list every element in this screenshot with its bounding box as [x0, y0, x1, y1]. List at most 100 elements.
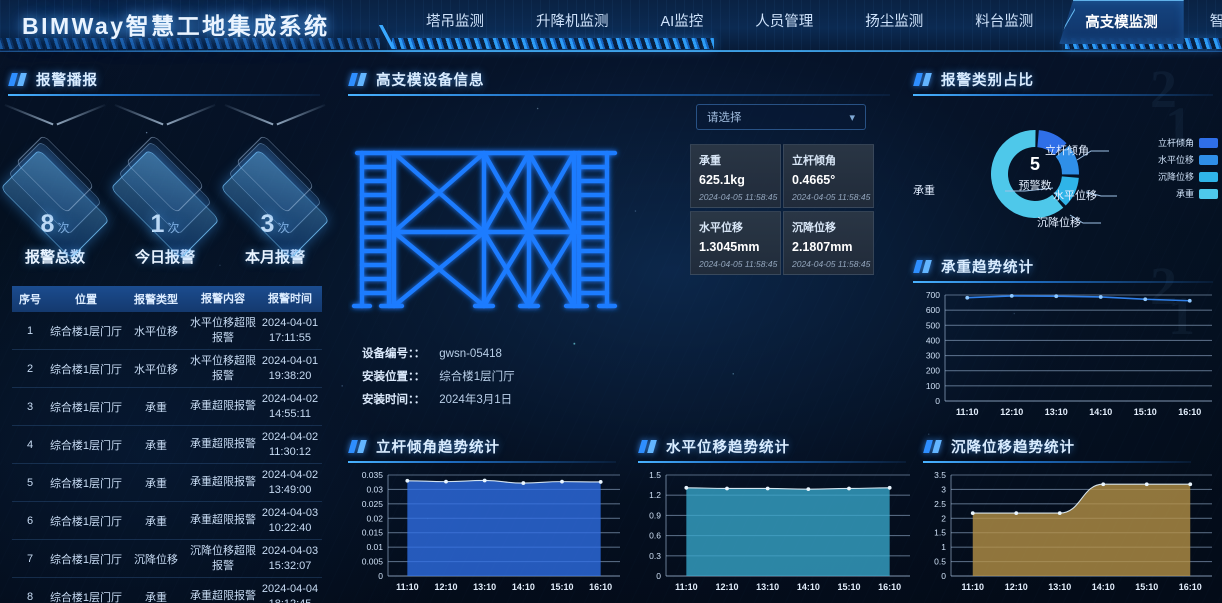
device-meta-row-1: 安装位置：： 综合楼1层门厅 [362, 366, 515, 389]
table-cell: 水平位移 [134, 363, 178, 376]
table-row[interactable]: 8 综合楼1层门厅 承重 承重超限报警 2024-04-0418:12:45 [12, 578, 322, 603]
y-axis-tick-label: 3 [941, 484, 946, 494]
data-point[interactable] [1144, 482, 1149, 487]
data-point[interactable] [1187, 298, 1192, 303]
legend-label: 水平位移 [1157, 155, 1194, 165]
panel-marker-icon [638, 440, 657, 453]
legend-label: 立杆倾角 [1157, 138, 1194, 148]
donut-chart: 承重 立杆倾角 水平位移 沉降位移 5 预警数 立杆倾角 水平位移 沉降位移 承重 [905, 98, 1222, 248]
table-cell: 2024-04-03 10:22:40 [261, 506, 319, 534]
x-axis-tick-label: 12:10 [1000, 407, 1023, 417]
metric-key: 承重 [699, 155, 721, 167]
x-axis-tick-label: 16:10 [1178, 407, 1201, 417]
y-axis-tick-label: 2 [941, 513, 946, 523]
nav-tab-1[interactable]: 升降机监测 [536, 14, 609, 30]
nav-tab-2[interactable]: AI监控 [660, 14, 704, 30]
table-cell: 承重超限报警 [190, 400, 256, 413]
data-point[interactable] [887, 485, 892, 490]
data-point[interactable] [1009, 294, 1014, 298]
data-point[interactable] [1014, 511, 1019, 515]
x-axis-tick-label: 11:10 [956, 407, 979, 417]
data-point[interactable] [560, 479, 564, 484]
data-point[interactable] [598, 480, 603, 484]
data-point[interactable] [725, 486, 729, 491]
y-axis-tick-label: 0 [378, 571, 383, 581]
bearing-trend-panel: 承重趋势统计 0 100 200 300 400 500 600 700 11:10 12:10 1… [905, 255, 1222, 430]
legend-swatch [1199, 154, 1218, 165]
table-body: 1 综合楼1层门厅 水平位移 水平位移超限 报警 2024-04-01 17:11:55 2 综… [12, 312, 322, 603]
data-point[interactable] [1057, 511, 1062, 515]
x-axis-tick-label: 16:10 [589, 582, 612, 592]
alarm-table[interactable]: 序号 位置 报警类型 报警内容 报警时间 1 综合楼1层门厅 水平位移 水平位移超限 报警 202… [12, 286, 322, 603]
y-axis-tick-label: 0 [941, 571, 946, 581]
chart-svg: 0 100 200 300 400 500 600 700 11:10 12:10 13:10 14:… [926, 290, 1212, 417]
table-row[interactable]: 1 综合楼1层门厅 水平位移 水平位移超限 报警 2024-04-01 17:11:55 [12, 312, 322, 350]
data-point[interactable] [806, 487, 811, 492]
table-row[interactable]: 3 综合楼1层门厅 承重 承重超限报警 2024-04-02 14:55:11 [12, 388, 322, 426]
nav-tab-5[interactable]: 料台监测 [975, 14, 1034, 30]
data-point[interactable] [684, 485, 689, 490]
y-axis-tick-label: 0 [935, 396, 940, 406]
table-cell: 2024-04-03 15:32:07 [261, 544, 319, 572]
legend-item-0[interactable]: 立杆倾角 [1158, 134, 1218, 151]
legend-item-3[interactable]: 承重 [1158, 185, 1218, 202]
data-point[interactable] [970, 511, 975, 515]
panel-header: 报警播报 [0, 68, 330, 96]
data-point[interactable] [1143, 297, 1148, 302]
panel-divider [8, 94, 320, 96]
area-fill [407, 480, 601, 576]
y-axis-tick-label: 1.2 [649, 490, 661, 500]
meta-value: 2024年3月1日 [439, 394, 513, 406]
table-cell: 沉降位移 [134, 553, 178, 566]
data-point[interactable] [847, 486, 851, 491]
panel-marker-icon [913, 260, 932, 273]
data-point[interactable] [1098, 295, 1103, 299]
legend-label: 沉降位移 [1157, 172, 1194, 182]
table-cell: 综合楼1层门厅 [49, 553, 123, 566]
data-point[interactable] [482, 478, 487, 483]
table-row[interactable]: 4 综合楼1层门厅 承重 承重超限报警 2024-04-02 11:30:12 [12, 426, 322, 464]
table-cell: 1 [26, 324, 34, 337]
table-cell: 2024-04-02 13:49:00 [261, 468, 319, 496]
y-axis-tick-label: 300 [926, 351, 940, 361]
data-point[interactable] [1188, 482, 1193, 487]
data-point[interactable] [405, 478, 410, 483]
legend-swatch [1199, 171, 1218, 182]
data-point[interactable] [521, 481, 526, 485]
x-axis-tick-label: 14:10 [512, 582, 535, 592]
legend-item-1[interactable]: 水平位移 [1158, 151, 1218, 168]
pole-tilt-trend-panel: 立杆倾角趋势统计 0 0.005 0.01 0.015 0.02 0.025 0.03 0.0… [340, 435, 630, 603]
legend-item-2[interactable]: 沉降位移 [1158, 168, 1218, 185]
nav-tab-6[interactable]: 高支模监测 [1059, 0, 1184, 44]
table-row[interactable]: 7 综合楼1层门厅 沉降位移 沉降位移超限 报警 2024-04-03 15:32:07 [12, 540, 322, 578]
data-point[interactable] [444, 479, 448, 484]
nav-tab-7[interactable]: 智 [1209, 14, 1222, 30]
meta-key: 安装时间：： [362, 394, 426, 406]
y-axis-tick-label: 0.02 [366, 513, 383, 523]
data-point[interactable] [1101, 482, 1106, 487]
x-axis-tick-label: 11:10 [396, 582, 419, 592]
table-row[interactable]: 6 综合楼1层门厅 承重 承重超限报警 2024-04-03 10:22:40 [12, 502, 322, 540]
alarm-category-ratio-panel: 报警类别占比 承重 立杆倾角 水平位移 沉降位移 5 预警数 [905, 68, 1222, 248]
x-axis-tick-label: 16:10 [1179, 582, 1202, 592]
x-axis-tick-label: 14:10 [1092, 582, 1115, 592]
meta-key: 安装位置：： [362, 371, 426, 383]
data-point[interactable] [965, 295, 970, 300]
nav-tab-0[interactable]: 塔吊监测 [426, 14, 484, 30]
table-col-header: 报警内容 [201, 292, 245, 305]
table-cell: 承重超限报警 [190, 590, 256, 603]
nav-tab-3[interactable]: 人员管理 [755, 14, 814, 30]
data-point[interactable] [1054, 294, 1059, 299]
tilt-chart: 0 0.005 0.01 0.015 0.02 0.025 0.03 0.035 11:10 12… [340, 465, 630, 600]
chart-svg: 0 0.005 0.01 0.015 0.02 0.025 0.03 0.035 11:10 12… [362, 470, 620, 592]
table-row[interactable]: 2 综合楼1层门厅 水平位移 水平位移超限 报警 2024-04-01 19:38:20 [12, 350, 322, 388]
y-axis-tick-label: 0 [656, 571, 661, 581]
data-point[interactable] [765, 486, 770, 491]
panel-title: 承重趋势统计 [941, 260, 1034, 276]
table-row[interactable]: 5 综合楼1层门厅 承重 承重超限报警 2024-04-02 13:49:00 [12, 464, 322, 502]
x-axis-tick-label: 13:10 [756, 582, 779, 592]
table-col-header: 报警类型 [134, 294, 178, 306]
panel-title: 沉降位移趋势统计 [951, 440, 1075, 456]
nav-tab-4[interactable]: 扬尘监测 [865, 14, 924, 30]
device-select[interactable]: 请选择 ▾ [696, 104, 866, 130]
